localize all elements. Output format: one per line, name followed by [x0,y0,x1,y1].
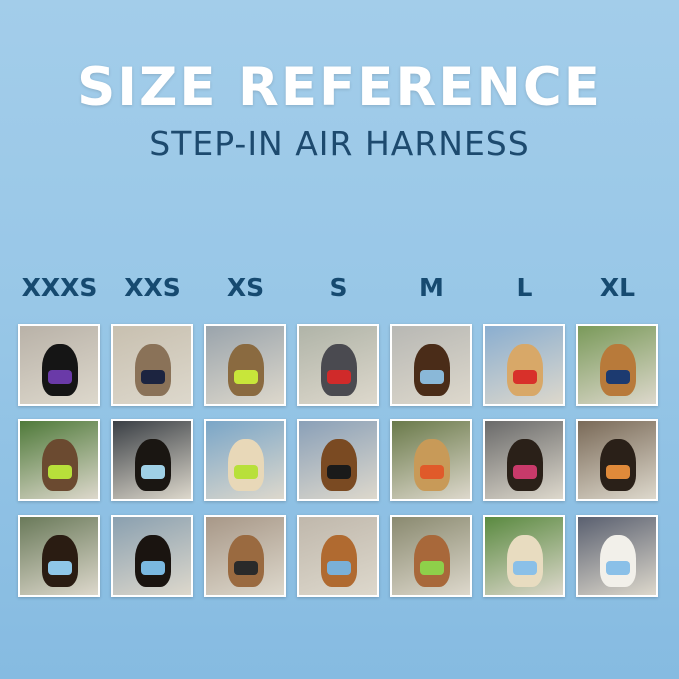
size-label: XXXS [21,273,98,302]
pet-photo [390,324,472,406]
harness-figure [48,465,72,479]
harness-figure [141,465,165,479]
harness-figure [327,370,351,384]
pet-photo [297,515,379,597]
pet-photo [204,324,286,406]
harness-figure [48,370,72,384]
harness-figure [327,465,351,479]
pet-photo [390,515,472,597]
harness-figure [513,465,537,479]
harness-figure [48,561,72,575]
harness-figure [513,370,537,384]
size-label: XS [226,273,265,302]
pet-photo [297,324,379,406]
harness-figure [141,561,165,575]
page-title: SIZE REFERENCE [77,57,602,118]
pet-photo [483,515,565,597]
pet-photo [111,515,193,597]
harness-figure [606,465,630,479]
harness-figure [606,370,630,384]
harness-figure [234,561,258,575]
size-label: XL [599,273,636,302]
pet-photo [576,324,658,406]
harness-figure [420,561,444,575]
pet-photo [18,324,100,406]
pet-photo [576,419,658,501]
size-label: M [419,273,444,302]
harness-figure [141,370,165,384]
harness-figure [420,370,444,384]
harness-figure [606,561,630,575]
pet-photo [390,419,472,501]
pet-photo [204,419,286,501]
pet-photo [204,515,286,597]
pet-photo [18,515,100,597]
size-label: L [516,273,533,302]
pet-photo [18,419,100,501]
harness-figure [513,561,537,575]
pet-photo [483,324,565,406]
pet-photo [111,419,193,501]
pet-photo [297,419,379,501]
harness-figure [234,370,258,384]
harness-figure [234,465,258,479]
size-label: XXS [124,273,181,302]
harness-figure [327,561,351,575]
pet-photo [111,324,193,406]
harness-figure [420,465,444,479]
pet-photo [576,515,658,597]
page-subtitle: STEP-IN AIR HARNESS [149,124,530,163]
pet-photo [483,419,565,501]
size-label: S [329,273,348,302]
